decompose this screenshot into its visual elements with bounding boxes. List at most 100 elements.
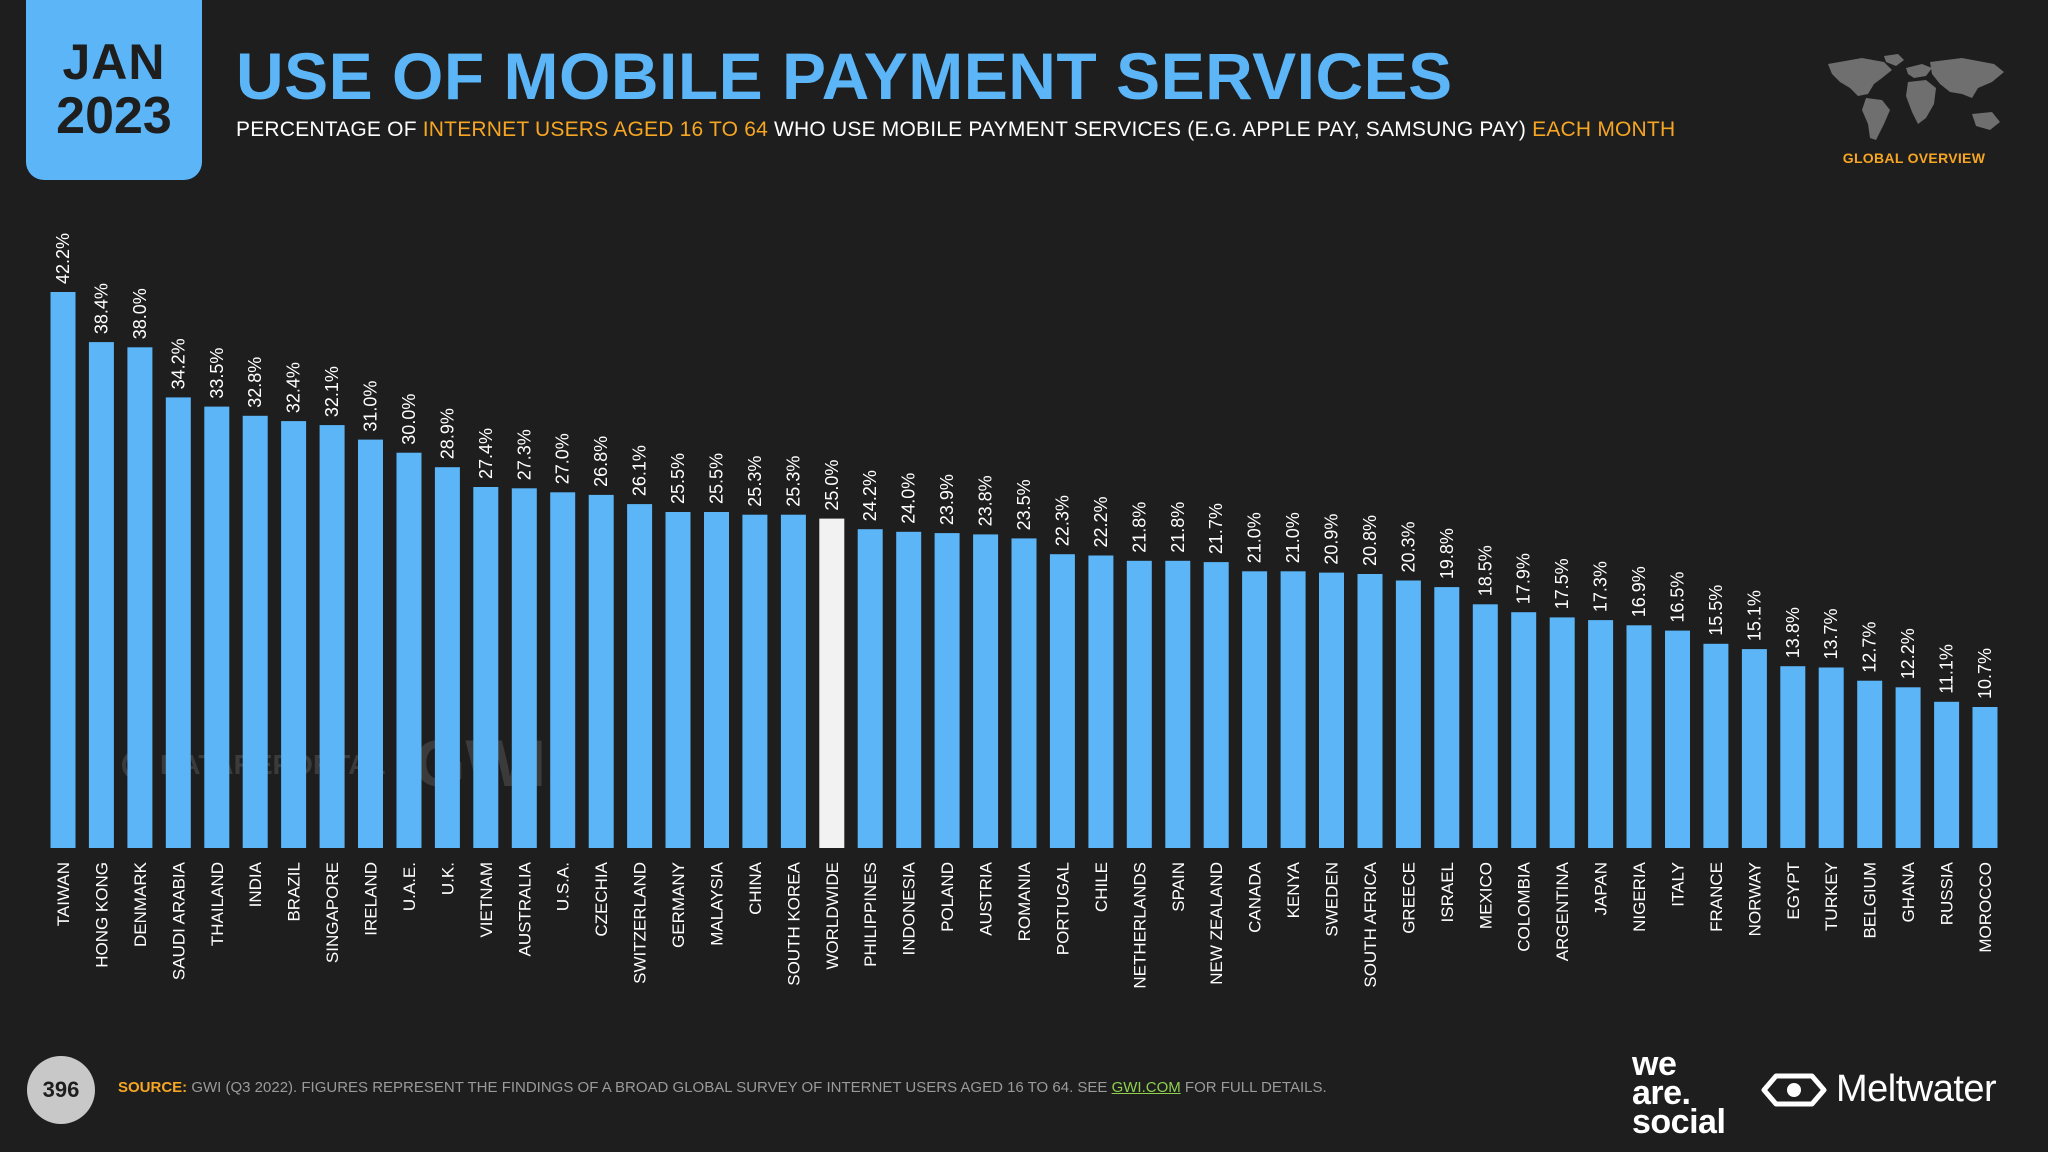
category-label-romania: ROMANIA	[1015, 861, 1034, 941]
value-label-new-zealand: 21.7%	[1206, 503, 1226, 554]
meltwater-logo: Meltwater	[1760, 1068, 1997, 1111]
bar-u-k	[434, 467, 460, 848]
bar-spain	[1165, 560, 1191, 848]
world-map-icon	[1828, 54, 2004, 140]
value-label-morocco: 10.7%	[1975, 648, 1995, 699]
bar-netherlands	[1126, 560, 1152, 848]
category-label-u-k: U.K.	[438, 862, 457, 895]
bar-sweden	[1319, 572, 1344, 848]
date-month: JAN	[62, 34, 166, 90]
bar-belgium	[1857, 680, 1883, 848]
bar-chile	[1088, 555, 1114, 848]
category-label-china: CHINA	[746, 861, 765, 915]
category-label-worldwide: WORLDWIDE	[823, 862, 842, 970]
category-label-poland: POLAND	[938, 862, 957, 932]
category-label-singapore: SINGAPORE	[323, 862, 342, 963]
category-label-france: FRANCE	[1707, 862, 1726, 932]
value-label-switzerland: 26.1%	[630, 445, 650, 496]
bar-china	[742, 514, 768, 848]
value-label-greece: 20.3%	[1398, 521, 1418, 572]
category-label-denmark: DENMARK	[131, 861, 150, 947]
value-label-portugal: 22.3%	[1052, 495, 1072, 546]
bar-vietnam	[473, 487, 499, 848]
value-label-india: 32.8%	[245, 357, 265, 408]
value-label-netherlands: 21.8%	[1129, 502, 1149, 553]
category-label-indonesia: INDONESIA	[900, 861, 919, 955]
source-link[interactable]: GWI.COM	[1111, 1079, 1181, 1096]
category-label-ireland: IRELAND	[362, 862, 381, 936]
meltwater-icon	[1761, 1073, 1827, 1106]
category-label-germany: GERMANY	[669, 862, 688, 948]
bar-france	[1703, 643, 1729, 848]
category-label-sweden: SWEDEN	[1323, 862, 1342, 937]
bar-argentina	[1549, 617, 1575, 848]
category-label-japan: JAPAN	[1592, 862, 1611, 916]
meltwater-wordmark: Meltwater	[1836, 1068, 1997, 1110]
value-label-germany: 25.5%	[668, 453, 688, 504]
bar-portugal	[1049, 554, 1075, 848]
bar-south-africa	[1357, 574, 1383, 848]
value-label-romania: 23.5%	[1014, 479, 1034, 530]
value-label-kenya: 21.0%	[1283, 512, 1303, 563]
global-overview-label: GLOBAL OVERVIEW	[1842, 150, 1986, 166]
value-label-belgium: 12.7%	[1860, 622, 1880, 673]
logo-line-social: social	[1632, 1103, 1726, 1141]
category-label-u-a-e: U.A.E.	[400, 862, 419, 911]
category-label-malaysia: MALAYSIA	[708, 861, 727, 945]
value-label-brazil: 32.4%	[284, 362, 304, 413]
bar-japan	[1588, 620, 1614, 848]
bar-italy	[1665, 630, 1690, 848]
bar-russia	[1934, 701, 1960, 848]
bar-romania	[1011, 538, 1037, 848]
category-label-argentina: ARGENTINA	[1553, 861, 1572, 961]
category-label-chile: CHILE	[1092, 862, 1111, 912]
value-label-thailand: 33.5%	[207, 348, 227, 399]
value-label-austria: 23.8%	[976, 475, 996, 526]
category-label-austria: AUSTRIA	[977, 861, 996, 935]
category-label-greece: GREECE	[1399, 862, 1418, 934]
category-label-belgium: BELGIUM	[1861, 862, 1880, 939]
value-label-chile: 22.2%	[1091, 496, 1111, 547]
source-tail: FOR FULL DETAILS.	[1180, 1079, 1327, 1096]
category-label-netherlands: NETHERLANDS	[1130, 862, 1149, 989]
value-label-china: 25.3%	[745, 456, 765, 507]
bar-czechia	[588, 494, 614, 848]
category-label-south-africa: SOUTH AFRICA	[1361, 861, 1380, 987]
value-label-vietnam: 27.4%	[476, 428, 496, 479]
bar-taiwan	[50, 292, 76, 848]
bar-u-a-e	[396, 452, 422, 848]
category-label-nigeria: NIGERIA	[1630, 861, 1649, 932]
category-label-u-s-a: U.S.A.	[554, 862, 573, 911]
we-are-social-logo: we are. social	[1632, 1045, 1726, 1141]
bar-denmark	[127, 347, 153, 848]
bar-saudi-arabia	[165, 397, 191, 848]
value-label-poland: 23.9%	[937, 474, 957, 525]
category-label-saudi-arabia: SAUDI ARABIA	[169, 861, 188, 980]
value-label-france: 15.5%	[1706, 585, 1726, 636]
bar-worldwide	[819, 518, 845, 848]
value-label-argentina: 17.5%	[1552, 558, 1572, 609]
value-label-turkey: 13.7%	[1821, 608, 1841, 659]
bar-ghana	[1895, 687, 1921, 848]
logo-line-we: we	[1632, 1045, 1677, 1083]
value-label-colombia: 17.9%	[1514, 553, 1534, 604]
bar-egypt	[1780, 666, 1806, 848]
bar-morocco	[1972, 707, 1998, 848]
value-label-south-korea: 25.3%	[783, 456, 803, 507]
category-label-australia: AUSTRALIA	[515, 861, 534, 956]
bar-switzerland	[627, 504, 653, 848]
bar-brazil	[281, 421, 307, 848]
value-label-australia: 27.3%	[514, 429, 534, 480]
subtitle-highlight-2: EACH MONTH	[1532, 118, 1676, 141]
bar-ireland	[358, 439, 383, 848]
category-label-israel: ISRAEL	[1438, 862, 1457, 922]
bar-austria	[973, 534, 999, 848]
bar-malaysia	[704, 512, 729, 848]
category-label-taiwan: TAIWAN	[54, 862, 73, 926]
bar-norway	[1741, 649, 1767, 848]
category-label-switzerland: SWITZERLAND	[631, 862, 650, 984]
value-label-nigeria: 16.9%	[1629, 566, 1649, 617]
bar-mexico	[1472, 604, 1498, 848]
value-label-israel: 19.8%	[1437, 528, 1457, 579]
